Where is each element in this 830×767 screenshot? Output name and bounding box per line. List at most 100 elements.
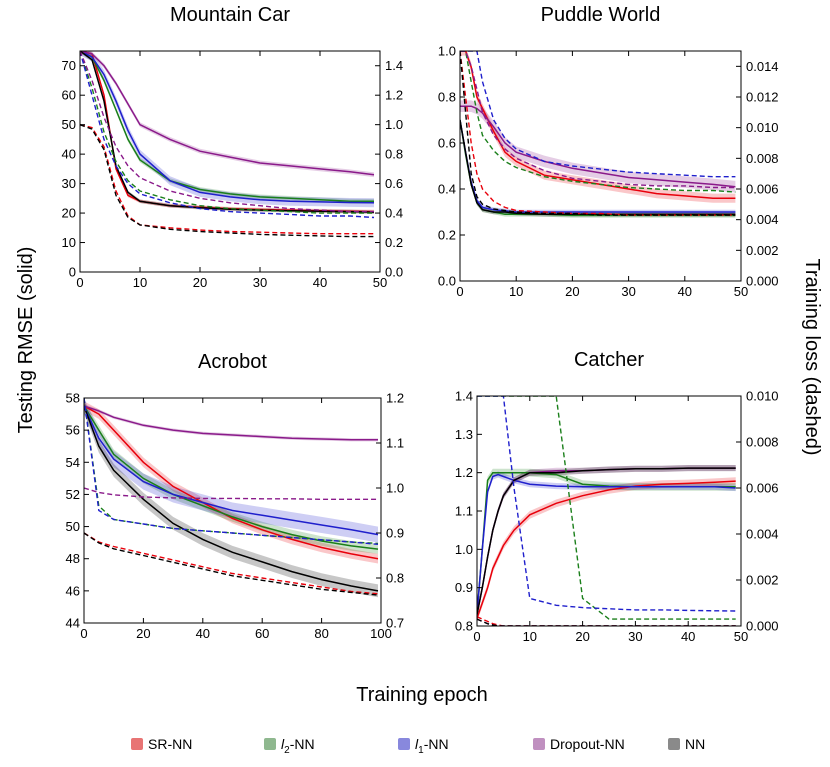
right-y-axis-label: Training loss (dashed) bbox=[801, 258, 823, 455]
dashed-line-dropout-nn bbox=[80, 51, 374, 213]
band-l1-nn bbox=[84, 398, 378, 543]
y2-tick-label: 0.002 bbox=[746, 243, 779, 258]
dashed-line-l1-nn bbox=[80, 51, 375, 219]
x-tick-label: 0 bbox=[473, 629, 480, 644]
solid-line-nn bbox=[80, 51, 375, 213]
solid-line-l2-nn bbox=[84, 405, 379, 550]
legend-label: l1-NN bbox=[415, 736, 449, 756]
dashed-line-sr-nn bbox=[477, 616, 736, 626]
y2-tick-label: 0.002 bbox=[746, 573, 779, 588]
y-tick-label: 50 bbox=[66, 519, 80, 534]
y-tick-label: 58 bbox=[66, 391, 80, 406]
y2-tick-label: 0.8 bbox=[386, 571, 404, 586]
y2-tick-label: 1.1 bbox=[386, 436, 404, 451]
y-tick-label: 54 bbox=[66, 455, 80, 470]
solid-line-dropout-nn bbox=[80, 51, 375, 176]
y2-tick-label: 1.0 bbox=[385, 117, 403, 132]
band-dropout-nn bbox=[84, 404, 378, 442]
x-tick-label: 40 bbox=[678, 284, 692, 299]
y2-tick-label: 0.000 bbox=[746, 619, 779, 634]
legend-swatch bbox=[264, 738, 276, 750]
dashed-line-sr-nn bbox=[80, 124, 374, 235]
y2-tick-label: 0.000 bbox=[746, 274, 779, 289]
y2-tick-label: 0.014 bbox=[746, 59, 779, 74]
x-tick-label: 20 bbox=[575, 629, 589, 644]
y2-tick-label: 0.0 bbox=[385, 265, 403, 280]
y2-tick-label: 0.012 bbox=[746, 90, 779, 105]
plot-area bbox=[460, 51, 736, 218]
x-tick-label: 50 bbox=[373, 275, 387, 290]
legend-label: NN bbox=[685, 736, 705, 752]
dashed-line-l2-nn bbox=[80, 51, 374, 214]
x-tick-label: 30 bbox=[628, 629, 642, 644]
panel-catcher: Catcher 0 10 20 30 40 50 0.8 0.9 1.0 1.1 1.2 1.3 1.4 0… bbox=[455, 349, 779, 644]
y-tick-label: 0 bbox=[69, 265, 76, 280]
x-tick-label: 10 bbox=[509, 284, 523, 299]
x-tick-label: 20 bbox=[136, 626, 150, 641]
plot-area bbox=[84, 398, 379, 598]
solid-line-nn bbox=[477, 467, 736, 615]
x-tick-label: 50 bbox=[734, 284, 748, 299]
y-tick-label: 1.0 bbox=[455, 542, 473, 557]
y-tick-label: 50 bbox=[62, 117, 76, 132]
panel-title: Puddle World bbox=[541, 4, 661, 26]
solid-line-l1-nn bbox=[477, 473, 736, 615]
dashed-line-l1-nn bbox=[460, 51, 736, 178]
y2-tick-label: 1.2 bbox=[386, 391, 404, 406]
solid-line-sr-nn bbox=[477, 480, 736, 619]
y-tick-label: 0.8 bbox=[438, 90, 456, 105]
y2-tick-label: 0.9 bbox=[386, 526, 404, 541]
plot-area bbox=[477, 396, 736, 626]
solid-line-nn bbox=[84, 405, 379, 592]
x-tick-label: 0 bbox=[76, 275, 83, 290]
x-tick-label: 80 bbox=[314, 626, 328, 641]
panel-title: Mountain Car bbox=[170, 4, 290, 26]
y2-tick-label: 1.2 bbox=[385, 88, 403, 103]
x-tick-label: 60 bbox=[255, 626, 269, 641]
y-tick-label: 20 bbox=[62, 206, 76, 221]
plot-frame bbox=[459, 50, 742, 282]
y-tick-label: 1.4 bbox=[455, 389, 473, 404]
band-l1-nn bbox=[80, 51, 374, 208]
y-tick-label: 70 bbox=[62, 58, 76, 73]
plot-frame bbox=[476, 395, 742, 627]
y-tick-label: 46 bbox=[66, 583, 80, 598]
y2-tick-label: 1.4 bbox=[385, 58, 403, 73]
x-tick-label: 0 bbox=[456, 284, 463, 299]
y-tick-label: 40 bbox=[62, 147, 76, 162]
band-sr-nn bbox=[460, 51, 736, 203]
dashed-line-dropout-nn bbox=[84, 487, 378, 500]
legend-item-sr-nn: SR-NN bbox=[131, 736, 192, 752]
legend-swatch bbox=[131, 738, 143, 750]
dashed-line-nn bbox=[80, 124, 374, 238]
dashed-line-dropout-nn bbox=[460, 51, 736, 189]
solid-line-dropout-nn bbox=[84, 405, 378, 441]
y2-tick-label: 0.004 bbox=[746, 527, 779, 542]
dashed-line-sr-nn bbox=[84, 532, 379, 595]
solid-line-dropout-nn bbox=[460, 105, 736, 188]
y-tick-label: 0.9 bbox=[455, 580, 473, 595]
plot-frame bbox=[79, 50, 381, 273]
y-tick-label: 0.6 bbox=[438, 136, 456, 151]
y-tick-label: 0.8 bbox=[455, 619, 473, 634]
y-tick-label: 48 bbox=[66, 551, 80, 566]
y2-tick-label: 0.7 bbox=[386, 616, 404, 631]
legend-item-nn: NN bbox=[668, 736, 705, 752]
dashed-line-l1-nn bbox=[84, 398, 379, 545]
legend: SR-NN l2-NN l1-NN Dropout-NN NN bbox=[131, 736, 705, 756]
y2-tick-label: 0.6 bbox=[385, 176, 403, 191]
band-dropout-nn bbox=[80, 51, 374, 178]
y2-tick-label: 0.8 bbox=[385, 147, 403, 162]
panel-title: Catcher bbox=[574, 349, 644, 371]
solid-line-sr-nn bbox=[460, 51, 736, 199]
y-tick-label: 0.0 bbox=[438, 274, 456, 289]
y2-tick-label: 0.006 bbox=[746, 481, 779, 496]
x-tick-label: 0 bbox=[80, 626, 87, 641]
y2-tick-label: 0.004 bbox=[746, 212, 779, 227]
legend-label: Dropout-NN bbox=[550, 736, 625, 752]
band-l2-nn bbox=[80, 51, 374, 204]
y-tick-label: 56 bbox=[66, 423, 80, 438]
y-tick-label: 30 bbox=[62, 176, 76, 191]
